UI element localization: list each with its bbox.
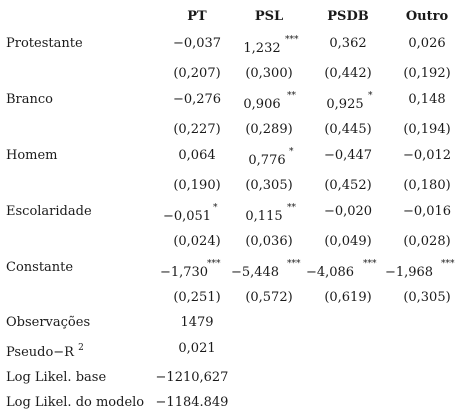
significance-stars: ** — [287, 203, 296, 213]
coef-cell: −0,051 — [162, 209, 212, 224]
stat-label-pseudo-r2: Pseudo−R 2 — [6, 343, 84, 360]
se-cell: (0,305) — [245, 178, 293, 193]
se-cell: (0,251) — [173, 290, 221, 305]
se-cell: (0,445) — [324, 122, 372, 137]
row-label-branco: Branco — [6, 92, 53, 107]
coef-cell: −4,086 — [305, 265, 355, 280]
row-label-constante: Constante — [6, 260, 74, 275]
row-label-protestante: Protestante — [6, 36, 83, 51]
stat-label-observations: Observações — [6, 315, 91, 330]
significance-stars: * — [213, 203, 218, 213]
se-cell: (0,300) — [245, 66, 293, 81]
se-cell: (0,024) — [173, 234, 221, 249]
coef-cell: −1,968 — [384, 265, 434, 280]
coef-cell: 0,148 — [408, 92, 446, 107]
stat-label-loglik-model: Log Likel. do modelo — [6, 395, 145, 410]
coef-cell: −0,012 — [402, 148, 452, 163]
stat-value-pseudo-r2: 0,021 — [178, 341, 216, 356]
coef-cell: −5,448 — [230, 265, 280, 280]
coef-cell: 0,925 — [326, 97, 364, 112]
coef-cell: −1,730 — [159, 265, 209, 280]
coef-cell: 0,115 — [245, 209, 283, 224]
se-cell: (0,289) — [245, 122, 293, 137]
stat-value-loglik-model: −1184.849 — [155, 395, 229, 410]
coef-cell: −0,447 — [323, 148, 373, 163]
se-cell: (0,619) — [324, 290, 372, 305]
header-pt: PT — [187, 9, 207, 24]
coef-cell: 0,776 — [248, 153, 286, 168]
significance-stars: * — [289, 147, 294, 157]
significance-stars: *** — [287, 259, 301, 269]
coef-cell: −0,276 — [172, 92, 222, 107]
coef-cell: 0,906 — [243, 97, 281, 112]
row-label-escolaridade: Escolaridade — [6, 204, 92, 219]
header-psl: PSL — [254, 9, 284, 24]
row-label-homem: Homem — [6, 148, 58, 163]
coef-cell: 1,232 — [243, 41, 281, 56]
significance-stars: ** — [287, 91, 296, 101]
se-cell: (0,180) — [403, 178, 451, 193]
header-outro: Outro — [405, 9, 449, 24]
stat-value-loglik-base: −1210,627 — [155, 370, 229, 385]
coef-cell: −0,037 — [172, 36, 222, 51]
se-cell: (0,192) — [403, 66, 451, 81]
header-psdb: PSDB — [327, 9, 369, 24]
se-cell: (0,227) — [173, 122, 221, 137]
coef-cell: 0,362 — [329, 36, 367, 51]
significance-stars: *** — [285, 35, 299, 45]
stat-value-observations: 1479 — [180, 315, 214, 330]
se-cell: (0,036) — [245, 234, 293, 249]
significance-stars: *** — [441, 259, 455, 269]
significance-stars: * — [368, 91, 373, 101]
se-cell: (0,305) — [403, 290, 451, 305]
se-cell: (0,572) — [245, 290, 293, 305]
coef-cell: 0,064 — [178, 148, 216, 163]
se-cell: (0,190) — [173, 178, 221, 193]
se-cell: (0,207) — [173, 66, 221, 81]
stat-label-loglik-base: Log Likel. base — [6, 370, 107, 385]
se-cell: (0,442) — [324, 66, 372, 81]
se-cell: (0,194) — [403, 122, 451, 137]
significance-stars: *** — [363, 259, 377, 269]
significance-stars: *** — [207, 259, 221, 269]
superscript: 2 — [78, 343, 84, 353]
se-cell: (0,452) — [324, 178, 372, 193]
se-cell: (0,049) — [324, 234, 372, 249]
se-cell: (0,028) — [403, 234, 451, 249]
coef-cell: −0,020 — [323, 204, 373, 219]
coef-cell: 0,026 — [408, 36, 446, 51]
coef-cell: −0,016 — [402, 204, 452, 219]
